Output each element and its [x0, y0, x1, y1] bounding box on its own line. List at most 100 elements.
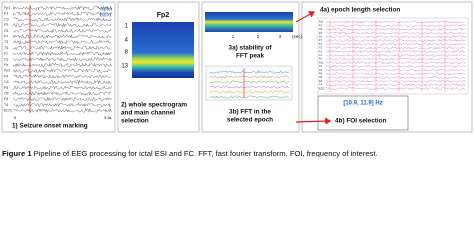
- panel-label: 2) whole spectrogram: [121, 102, 187, 109]
- channel-label: Fp2: [319, 60, 324, 64]
- channel-label: T4: [319, 83, 323, 87]
- channel-label: F3: [319, 23, 323, 27]
- channel-label: C4: [4, 80, 9, 84]
- panel-label: FFT peak: [236, 53, 264, 60]
- x-label: 2: [257, 34, 260, 39]
- trace: [12, 68, 112, 73]
- trace: [209, 95, 290, 99]
- channel-label: Fp1: [4, 6, 10, 10]
- trace: [12, 22, 112, 28]
- trace: [209, 80, 290, 84]
- caption: Figure 1 Pipeline of EEG processing for …: [2, 149, 378, 158]
- channel-label: T5: [319, 46, 323, 50]
- trace: [209, 75, 290, 79]
- note: band: [100, 12, 111, 18]
- channel-label: ECG: [319, 86, 325, 90]
- channel-label: O1: [4, 29, 9, 33]
- trace: [325, 39, 466, 42]
- trace: [325, 57, 466, 61]
- channel-label: Pz: [4, 63, 8, 67]
- trace: [325, 24, 466, 27]
- channel-label: F3: [4, 12, 8, 16]
- trace: [325, 50, 466, 54]
- spectrogram: [132, 22, 194, 78]
- trace: [209, 90, 290, 94]
- trace: [325, 65, 466, 68]
- panel-label: selected epoch: [227, 117, 273, 124]
- foi-range: [10.9, 11.9] Hz: [343, 101, 382, 107]
- panel-frames: [1, 1, 473, 133]
- trace: [12, 34, 112, 39]
- channel-label: Fp1: [319, 20, 324, 24]
- caption-figure: Figure 1: [2, 149, 32, 158]
- channel-label: F4: [4, 74, 8, 78]
- channel-label: Fz: [319, 49, 323, 53]
- channel-label: F4: [319, 64, 323, 68]
- arrow-4b: [295, 117, 332, 125]
- fft-plot: [205, 65, 293, 101]
- y-label: 4: [125, 38, 129, 44]
- trace: [325, 53, 466, 57]
- trace: [12, 39, 112, 45]
- trace: [325, 31, 466, 35]
- channel-label: F8: [319, 79, 323, 83]
- trace: [12, 11, 112, 16]
- trace: [12, 45, 112, 50]
- trace: [12, 28, 112, 34]
- channel-label: P3: [319, 31, 323, 35]
- panel-3-frame: [201, 1, 300, 133]
- channel-label: F7: [319, 38, 323, 42]
- note: alpha: [100, 6, 112, 12]
- channel-label: C3: [4, 17, 9, 21]
- arrow-4a: [295, 11, 316, 23]
- trace: [209, 70, 290, 74]
- panel-label: 3b) FFT in the: [229, 109, 271, 116]
- channel-label: Fp2: [4, 69, 10, 73]
- channel-label: F7: [4, 34, 8, 38]
- trace: [12, 5, 112, 11]
- panel-4b-frame: [317, 95, 409, 131]
- x-label: 0: [14, 115, 17, 120]
- trace: [325, 76, 466, 79]
- channel-label: Fz: [4, 52, 8, 56]
- trace: [209, 85, 290, 89]
- channel-label: Cz: [4, 57, 9, 61]
- trace: [12, 57, 112, 62]
- trace: [325, 35, 466, 39]
- channel-label: C3: [319, 27, 323, 31]
- trace: [12, 97, 112, 102]
- trace: [12, 108, 112, 113]
- channel-label: Cz: [319, 53, 323, 57]
- trace: [325, 79, 466, 83]
- channel-label: C4: [319, 68, 323, 72]
- channel-label: P3: [4, 23, 8, 27]
- trace: [12, 51, 112, 56]
- channel-label: T4: [4, 103, 8, 107]
- spectrogram-small: [205, 12, 293, 32]
- x-label: 3.5s: [104, 115, 112, 120]
- channel-label: O2: [319, 75, 323, 79]
- panel-label: and main channel: [121, 110, 175, 117]
- channel-label: O2: [4, 91, 9, 95]
- spectrogram-title: Fp2: [157, 12, 170, 19]
- trace: [325, 46, 466, 50]
- panel-label: 4b) FOI selection: [335, 118, 387, 125]
- trace: [325, 27, 466, 31]
- trace: [12, 91, 112, 96]
- caption-text: Pipeline of EEG processing for ictal ESI…: [32, 149, 378, 158]
- panel-1-frame: [1, 1, 116, 133]
- trace: [325, 20, 466, 24]
- panel-2-frame: [117, 1, 200, 133]
- trace: [325, 42, 466, 46]
- trace: [12, 79, 112, 85]
- channel-label: F8: [4, 97, 8, 101]
- channel-label: T3: [319, 42, 323, 46]
- channel-label: O1: [319, 34, 323, 38]
- panel-4-frame: [301, 1, 473, 133]
- channel-label: ECG: [4, 109, 12, 113]
- trace: [12, 102, 112, 108]
- channel-label: Pz: [319, 57, 323, 61]
- channel-label: T3: [4, 40, 8, 44]
- channel-label: T5: [4, 46, 8, 50]
- trace: [325, 87, 466, 90]
